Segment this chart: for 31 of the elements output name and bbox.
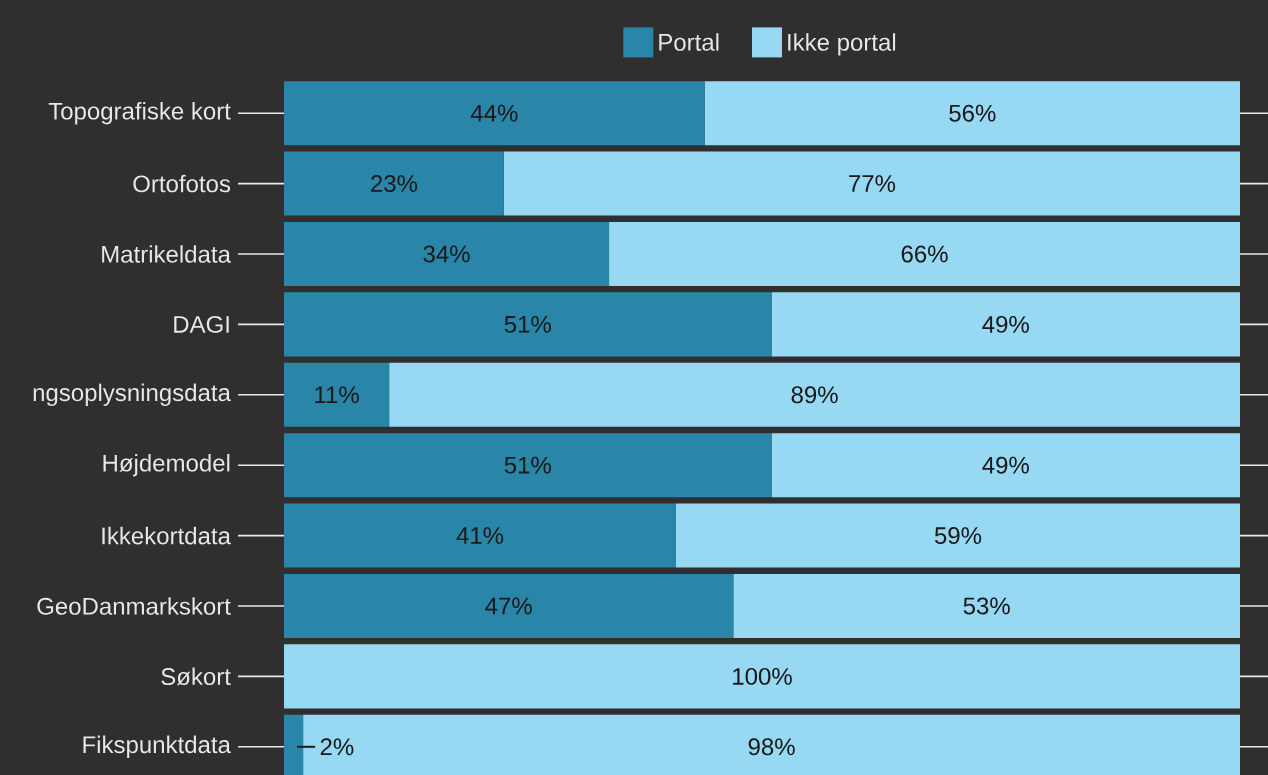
data-label: 49% <box>982 315 1029 333</box>
data-label: 2% <box>320 738 354 756</box>
data-label: 53% <box>963 597 1010 615</box>
y-tick-label: GeoDanmarkskort <box>37 597 231 615</box>
y-tick-label: Søkort <box>161 667 231 686</box>
y-tick-label: Matrikeldata <box>102 245 231 263</box>
legend-label: Portal <box>659 33 719 51</box>
data-label: 56% <box>949 104 996 122</box>
data-label: 51% <box>504 315 551 333</box>
data-label: 11% <box>315 386 359 404</box>
data-label: 77% <box>849 175 896 192</box>
legend-label: Ikke portal <box>788 33 896 56</box>
data-label: 100% <box>733 667 792 685</box>
data-label: 23% <box>371 175 418 193</box>
y-tick-label: Ortofotos <box>133 174 231 193</box>
y-tick-label: Topografiske kort <box>48 102 231 125</box>
data-label: 49% <box>982 456 1029 474</box>
data-label: 34% <box>423 245 470 263</box>
data-label: 47% <box>485 597 532 615</box>
y-tick-label: Ikkekortdata <box>102 526 231 545</box>
data-label: 89% <box>791 386 838 404</box>
data-label: 41% <box>456 527 504 544</box>
y-tick-label: Fikspunktdata <box>83 735 231 758</box>
y-tick-label: ngsoplysningsdata <box>33 383 231 406</box>
data-label: 98% <box>748 738 795 756</box>
data-label: 51% <box>504 456 551 474</box>
data-label: 59% <box>934 527 982 545</box>
data-label: 44% <box>470 104 518 122</box>
data-label: 66% <box>901 245 948 263</box>
y-tick-label: DAGI <box>174 315 229 333</box>
y-tick-label: Højdemodel <box>103 454 230 477</box>
